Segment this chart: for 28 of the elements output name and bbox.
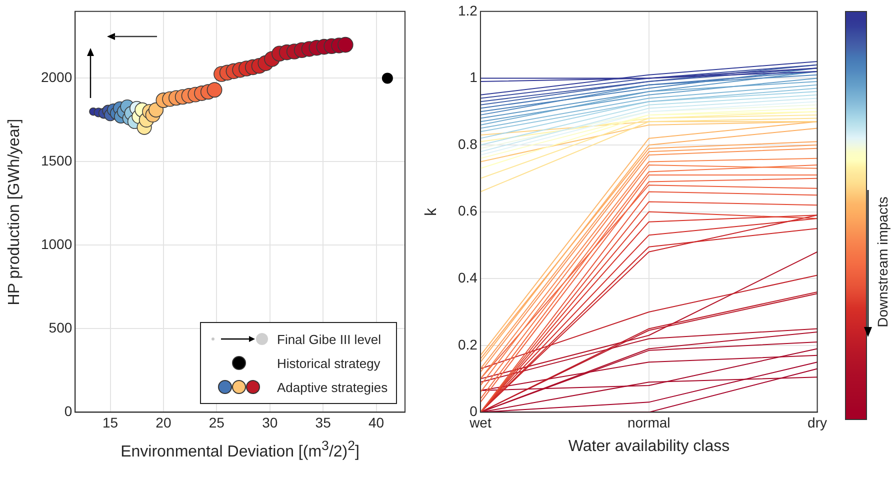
y-tick-label: 0.2 (458, 336, 478, 352)
y-tick-label: 0.6 (458, 202, 478, 219)
y-tick-label: 1500 (40, 152, 72, 169)
y-tick-label: 0 (470, 403, 478, 420)
x-tick-label: normal (627, 414, 670, 430)
y-tick-label: 0.8 (458, 136, 478, 152)
y-axis-title: HP production [GWh/year] (6, 118, 24, 306)
y-tick-label: 0 (64, 403, 72, 420)
y-axis-title: k (423, 208, 442, 216)
color-bar-title: Downstream impacts (874, 196, 890, 328)
x-tick-label: 30 (262, 414, 278, 430)
y-tick-label: 1000 (40, 236, 72, 252)
y-tick-label: 1 (470, 69, 478, 86)
x-tick-label: 40 (368, 414, 384, 430)
legend-label: Historical strategy (277, 356, 380, 371)
x-axis-title: Water availability class (568, 438, 730, 456)
annotation: Final Gibe III level (277, 332, 382, 347)
y-tick-label: 0.4 (458, 269, 478, 286)
y-tick-label: 1.2 (458, 2, 478, 18)
y-tick-label: 500 (48, 320, 72, 336)
x-axis-title: Environmental Deviation [(m$^{3}$/2)$^{2}$] (120, 438, 360, 462)
legend-label: Adaptive strategies (277, 380, 388, 395)
x-tick-label: 25 (208, 414, 225, 430)
x-tick-label: 35 (315, 414, 332, 430)
y-tick-label: 2000 (40, 69, 72, 86)
x-tick-label: dry (808, 414, 827, 430)
x-tick-label: 15 (102, 414, 118, 430)
x-tick-label: 20 (156, 414, 172, 430)
